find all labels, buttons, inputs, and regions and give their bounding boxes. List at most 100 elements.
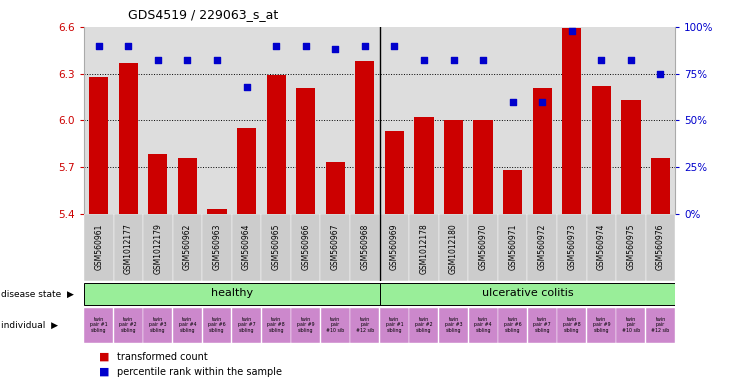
Bar bbox=[439, 214, 469, 281]
Text: twin
pair #9
sibling: twin pair #9 sibling bbox=[593, 317, 610, 333]
Bar bbox=[651, 157, 670, 214]
Text: GSM560964: GSM560964 bbox=[242, 223, 251, 270]
Text: GSM560965: GSM560965 bbox=[272, 223, 280, 270]
Bar bbox=[587, 214, 616, 281]
Point bbox=[300, 43, 312, 49]
Text: GSM560967: GSM560967 bbox=[331, 223, 339, 270]
Bar bbox=[356, 61, 374, 214]
Point bbox=[418, 57, 430, 63]
Bar bbox=[350, 308, 380, 343]
Bar bbox=[380, 214, 409, 281]
Bar bbox=[409, 214, 439, 281]
Text: twin
pair #6
sibling: twin pair #6 sibling bbox=[504, 317, 521, 333]
Bar bbox=[469, 308, 498, 343]
Bar bbox=[616, 214, 645, 281]
Text: transformed count: transformed count bbox=[117, 352, 207, 362]
Bar bbox=[320, 214, 350, 281]
Point bbox=[241, 84, 253, 90]
Bar bbox=[469, 214, 498, 281]
Bar bbox=[587, 308, 616, 343]
Bar bbox=[498, 214, 527, 281]
Text: GSM560971: GSM560971 bbox=[508, 223, 517, 270]
Bar bbox=[89, 77, 108, 214]
Text: individual  ▶: individual ▶ bbox=[1, 321, 58, 330]
Bar bbox=[178, 157, 197, 214]
Text: GSM1012180: GSM1012180 bbox=[449, 223, 458, 274]
Point bbox=[477, 57, 489, 63]
Text: GSM560975: GSM560975 bbox=[626, 223, 635, 270]
Text: percentile rank within the sample: percentile rank within the sample bbox=[117, 366, 282, 377]
Text: ■: ■ bbox=[99, 352, 112, 362]
Point bbox=[655, 70, 666, 76]
Text: GSM1012177: GSM1012177 bbox=[124, 223, 133, 275]
Bar bbox=[326, 162, 345, 214]
Point bbox=[537, 98, 548, 104]
Text: GSM1012179: GSM1012179 bbox=[153, 223, 162, 275]
Text: twin
pair #3
sibling: twin pair #3 sibling bbox=[149, 317, 166, 333]
Text: twin
pair #9
sibling: twin pair #9 sibling bbox=[297, 317, 315, 333]
Point bbox=[596, 57, 607, 63]
Text: twin
pair #1
sibling: twin pair #1 sibling bbox=[90, 317, 107, 333]
Bar bbox=[557, 308, 586, 343]
Point bbox=[447, 57, 459, 63]
Bar bbox=[439, 308, 468, 343]
Text: GSM560962: GSM560962 bbox=[183, 223, 192, 270]
Point bbox=[211, 57, 223, 63]
Point bbox=[359, 43, 371, 49]
Bar bbox=[410, 308, 439, 343]
Point bbox=[93, 43, 104, 49]
Text: twin
pair #2
sibling: twin pair #2 sibling bbox=[415, 317, 433, 333]
Point bbox=[270, 43, 282, 49]
Bar bbox=[415, 117, 434, 214]
Text: twin
pair #4
sibling: twin pair #4 sibling bbox=[474, 317, 492, 333]
Bar bbox=[143, 214, 172, 281]
Bar bbox=[148, 154, 167, 214]
Text: twin
pair #8
sibling: twin pair #8 sibling bbox=[563, 317, 580, 333]
Bar bbox=[527, 214, 557, 281]
Point bbox=[152, 57, 164, 63]
Bar bbox=[173, 308, 202, 343]
Text: twin
pair #2
sibling: twin pair #2 sibling bbox=[120, 317, 137, 333]
Bar bbox=[645, 214, 675, 281]
Bar bbox=[84, 214, 114, 281]
Text: GSM560969: GSM560969 bbox=[390, 223, 399, 270]
Bar bbox=[202, 308, 231, 343]
Bar bbox=[557, 214, 586, 281]
Bar bbox=[291, 214, 320, 281]
Bar bbox=[237, 128, 256, 214]
Text: GSM560972: GSM560972 bbox=[538, 223, 547, 270]
Text: twin
pair #3
sibling: twin pair #3 sibling bbox=[445, 317, 462, 333]
Point bbox=[123, 43, 134, 49]
Bar bbox=[320, 308, 350, 343]
Bar bbox=[143, 308, 172, 343]
Text: GSM560968: GSM560968 bbox=[361, 223, 369, 270]
Bar bbox=[261, 308, 291, 343]
Text: twin
pair
#12 sib: twin pair #12 sib bbox=[651, 317, 669, 333]
Text: twin
pair #7
sibling: twin pair #7 sibling bbox=[534, 317, 551, 333]
Text: twin
pair #8
sibling: twin pair #8 sibling bbox=[267, 317, 285, 333]
Bar bbox=[380, 308, 409, 343]
Point bbox=[329, 46, 341, 52]
Point bbox=[566, 28, 577, 34]
Bar bbox=[621, 100, 640, 214]
Bar bbox=[444, 120, 463, 214]
Text: twin
pair #6
sibling: twin pair #6 sibling bbox=[208, 317, 226, 333]
Text: GSM560963: GSM560963 bbox=[212, 223, 221, 270]
Text: twin
pair #4
sibling: twin pair #4 sibling bbox=[179, 317, 196, 333]
Bar bbox=[266, 75, 285, 214]
Bar bbox=[528, 308, 557, 343]
Bar bbox=[231, 214, 261, 281]
Bar bbox=[503, 170, 522, 214]
Point bbox=[182, 57, 193, 63]
Text: twin
pair #1
sibling: twin pair #1 sibling bbox=[385, 317, 403, 333]
Bar bbox=[533, 88, 552, 214]
Text: GSM1012178: GSM1012178 bbox=[420, 223, 429, 274]
Bar bbox=[207, 209, 226, 214]
Text: disease state  ▶: disease state ▶ bbox=[1, 290, 74, 298]
Text: twin
pair
#10 sib: twin pair #10 sib bbox=[326, 317, 345, 333]
Bar bbox=[562, 28, 581, 214]
Text: GSM560966: GSM560966 bbox=[301, 223, 310, 270]
Point bbox=[388, 43, 400, 49]
Bar bbox=[646, 308, 675, 343]
Bar bbox=[296, 88, 315, 214]
